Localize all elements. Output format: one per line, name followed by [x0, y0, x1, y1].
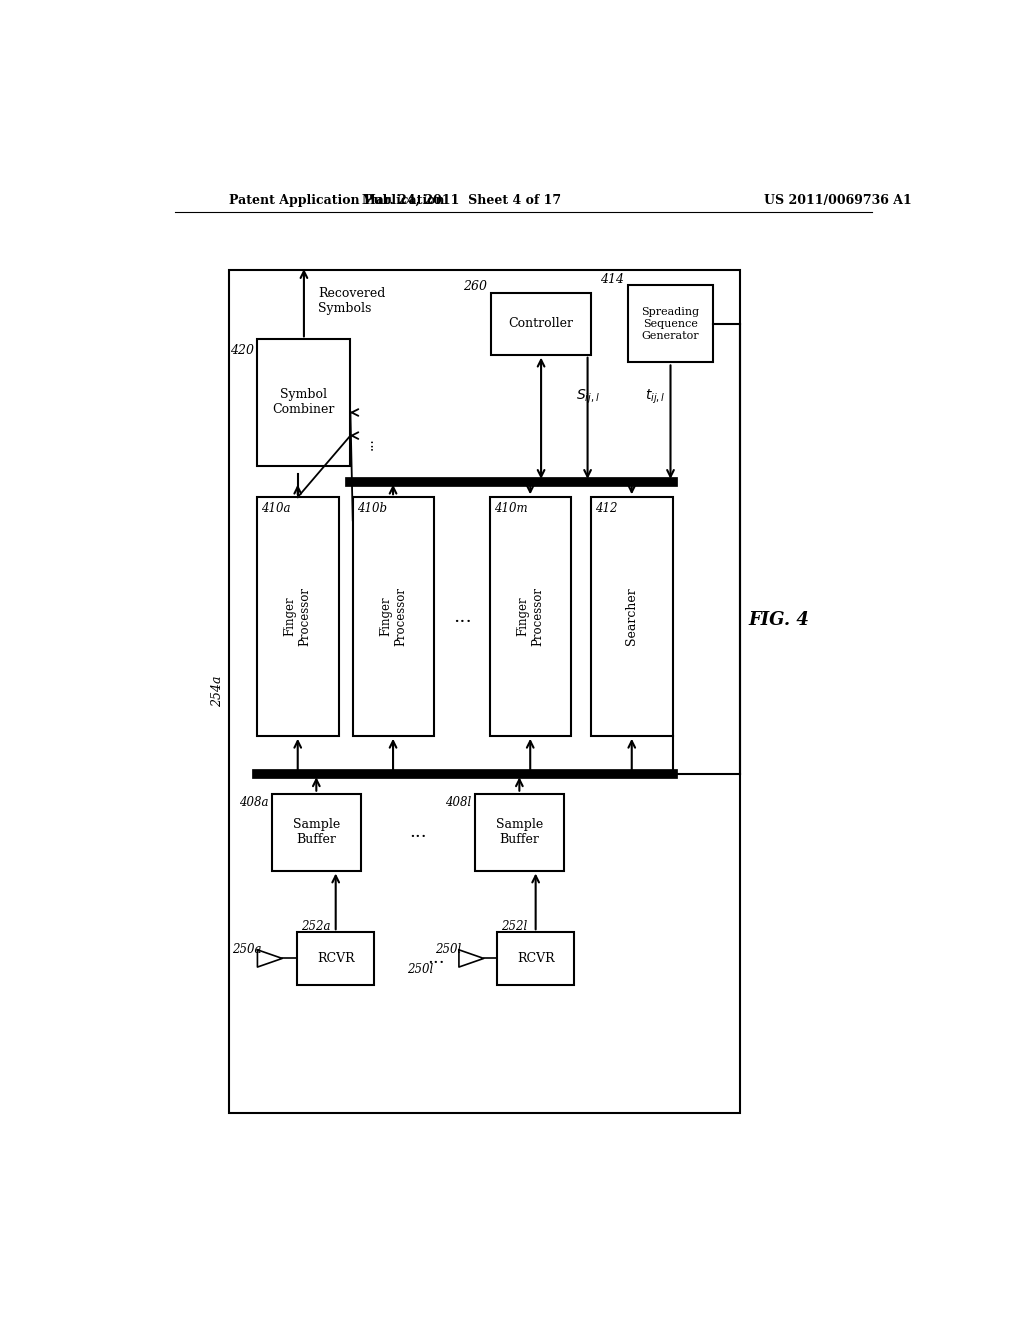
Bar: [257, 339, 350, 466]
Text: 414: 414: [600, 273, 624, 286]
Text: 408l: 408l: [445, 796, 471, 809]
Text: Sample
Buffer: Sample Buffer: [496, 818, 543, 846]
Text: $S_{ij,l}$: $S_{ij,l}$: [575, 388, 599, 407]
Text: 408a: 408a: [239, 796, 268, 809]
Text: 410m: 410m: [494, 502, 527, 515]
Text: Finger
Processor: Finger Processor: [379, 587, 408, 645]
Text: 252l: 252l: [501, 920, 527, 933]
Text: 250l: 250l: [435, 942, 461, 956]
Text: ...: ...: [362, 437, 376, 450]
Text: 410b: 410b: [356, 502, 387, 515]
Text: $t_{ij,l}$: $t_{ij,l}$: [645, 388, 666, 407]
Text: 412: 412: [595, 502, 617, 515]
Bar: [592, 498, 673, 737]
Text: Sample
Buffer: Sample Buffer: [293, 818, 340, 846]
Text: US 2011/0069736 A1: US 2011/0069736 A1: [764, 194, 911, 207]
Text: ...: ...: [427, 949, 444, 968]
Bar: [497, 932, 574, 985]
Text: Recovered
Symbols: Recovered Symbols: [317, 286, 385, 315]
Text: Patent Application Publication: Patent Application Publication: [228, 194, 444, 207]
Text: 410a: 410a: [261, 502, 291, 515]
Bar: [297, 932, 375, 985]
Bar: [489, 498, 571, 737]
Polygon shape: [257, 950, 283, 968]
Text: 254a: 254a: [211, 676, 223, 708]
Text: 250a: 250a: [231, 942, 261, 956]
Bar: [628, 285, 713, 363]
Text: ...: ...: [409, 824, 427, 841]
Bar: [490, 293, 592, 355]
Text: 252a: 252a: [301, 920, 331, 933]
Text: 250l: 250l: [408, 964, 433, 977]
Text: FIG. 4: FIG. 4: [749, 611, 809, 630]
Text: Mar. 24, 2011  Sheet 4 of 17: Mar. 24, 2011 Sheet 4 of 17: [361, 194, 561, 207]
Bar: [272, 793, 361, 871]
Text: Spreading
Sequence
Generator: Spreading Sequence Generator: [641, 308, 699, 341]
Text: RCVR: RCVR: [517, 952, 554, 965]
Text: Finger
Processor: Finger Processor: [516, 587, 544, 645]
Bar: [228, 271, 740, 1113]
Text: 260: 260: [463, 280, 486, 293]
Text: ...: ...: [453, 607, 471, 626]
Bar: [352, 498, 434, 737]
Text: Symbol
Combiner: Symbol Combiner: [272, 388, 335, 417]
Bar: [475, 793, 564, 871]
Bar: [257, 498, 339, 737]
Text: Controller: Controller: [509, 317, 573, 330]
Text: Searcher: Searcher: [626, 587, 638, 645]
Text: 420: 420: [229, 345, 254, 358]
Text: RCVR: RCVR: [316, 952, 354, 965]
Polygon shape: [459, 950, 483, 968]
Text: Finger
Processor: Finger Processor: [284, 587, 311, 645]
